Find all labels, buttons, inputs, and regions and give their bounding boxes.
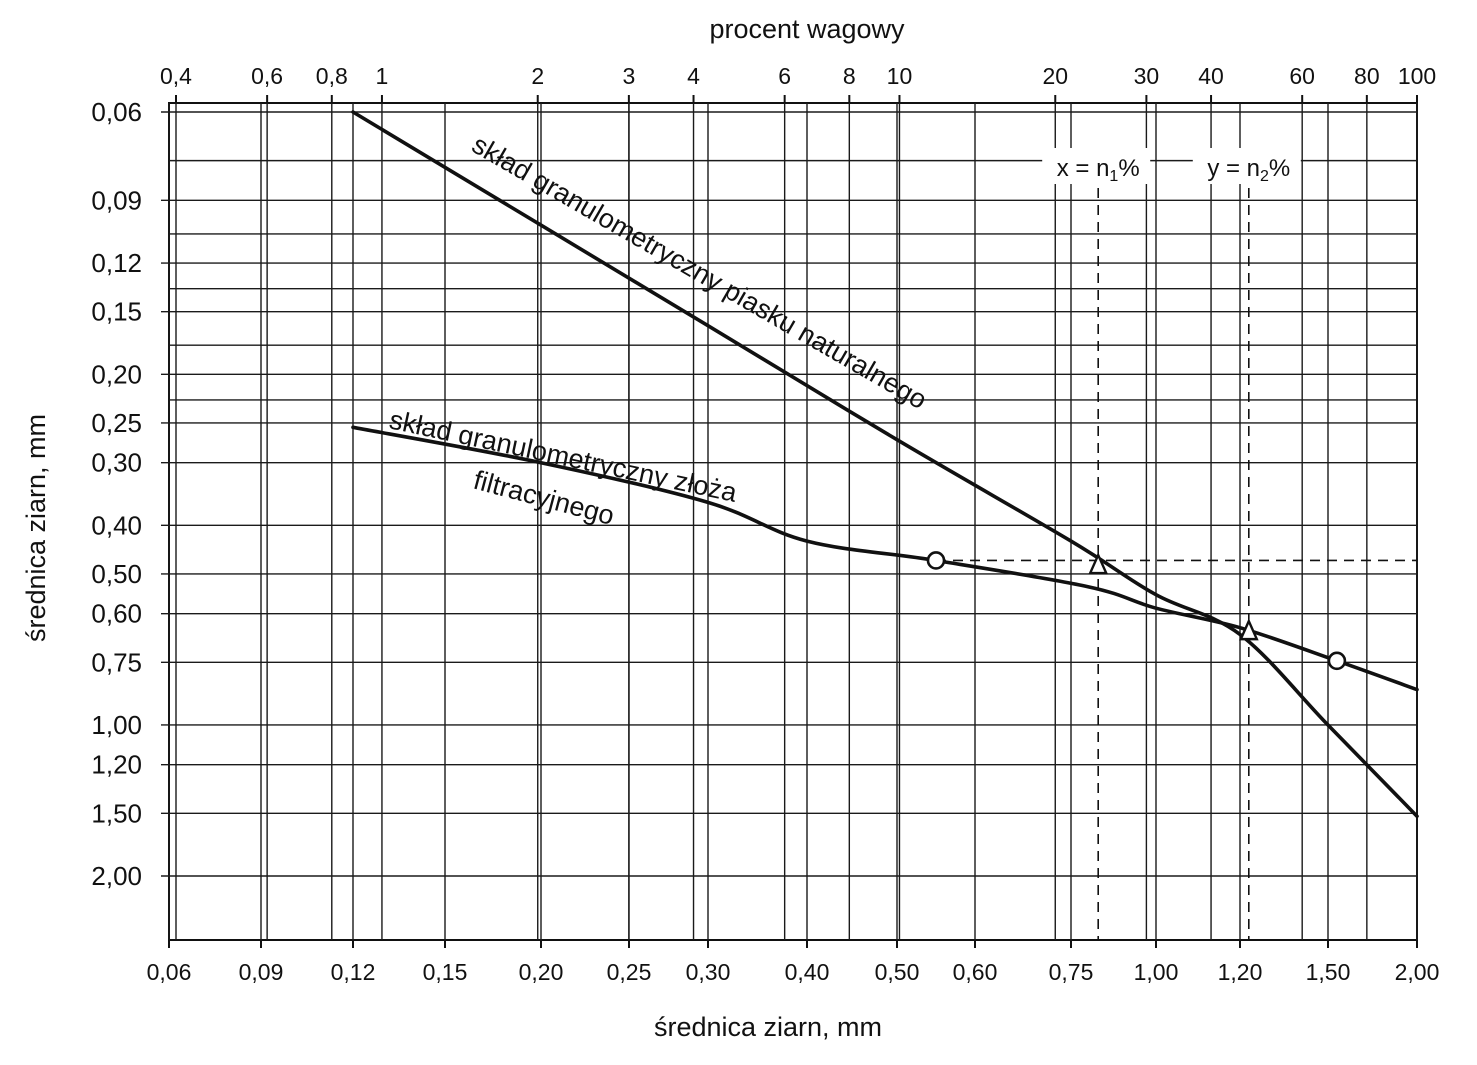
y-tick-label: 0,09 — [91, 185, 142, 215]
x-tick-label: 0,40 — [785, 959, 830, 985]
y-tick-label: 1,50 — [91, 798, 142, 828]
reference-label-bg — [1042, 148, 1151, 184]
top-tick-label: 0,8 — [316, 63, 348, 89]
reference-lines: x = n1% y = n2% — [936, 148, 1417, 940]
top-tick-label: 10 — [887, 63, 913, 89]
top-tick-label: 2 — [531, 63, 544, 89]
top-tick-label: 80 — [1354, 63, 1380, 89]
top-tick-label: 30 — [1134, 63, 1160, 89]
top-tick-label: 6 — [778, 63, 791, 89]
x-axis-title: średnica ziarn, mm — [654, 1012, 882, 1042]
y-tick-label: 0,30 — [91, 448, 142, 478]
x-tick-label: 0,75 — [1049, 959, 1094, 985]
x-tick-label: 1,50 — [1306, 959, 1351, 985]
top-tick-label: 0,6 — [251, 63, 283, 89]
marker-circle — [1327, 651, 1347, 671]
marker-circle — [926, 551, 946, 570]
x-tick-label: 1,20 — [1218, 959, 1263, 985]
x-tick-label: 1,00 — [1134, 959, 1179, 985]
marker-triangle — [1088, 552, 1109, 575]
top-tick-label: 0,4 — [160, 63, 192, 89]
y-tick-label: 1,20 — [91, 750, 142, 780]
curve-label-sand: skład granulometryczny piasku naturalneg… — [467, 129, 932, 415]
reference-line-label: y = n2% — [1207, 155, 1290, 185]
y-tick-label: 0,25 — [91, 408, 142, 438]
top-tick-label: 60 — [1289, 63, 1315, 89]
top-axis-title: procent wagowy — [709, 14, 905, 44]
series-line-sand — [351, 110, 1419, 818]
markers — [926, 551, 1347, 671]
x-tick-label: 0,50 — [875, 959, 920, 985]
top-tick-label: 4 — [687, 63, 700, 89]
x-tick-label: 0,09 — [239, 959, 284, 985]
y-tick-label: 0,15 — [91, 297, 142, 327]
plot-frame — [168, 102, 1418, 941]
x-tick-label: 2,00 — [1395, 959, 1440, 985]
top-tick-label: 100 — [1398, 63, 1436, 89]
top-tick-label: 1 — [376, 63, 389, 89]
y-tick-label: 1,00 — [91, 710, 142, 740]
top-tick-label: 40 — [1198, 63, 1224, 89]
x-tick-label: 0,20 — [519, 959, 564, 985]
x-tick-label: 0,12 — [331, 959, 376, 985]
top-tick-label: 20 — [1042, 63, 1068, 89]
tick-labels: 0,06 0,09 0,12 0,15 0,20 0,25 0,30 0,40 0,50 0,60… — [91, 63, 1439, 985]
reference-line-label: x = n1% — [1057, 155, 1140, 185]
curves — [351, 110, 1419, 818]
y-tick-label: 0,20 — [91, 359, 142, 389]
y-axis-title: średnica ziarn, mm — [21, 414, 51, 642]
y-tick-label: 0,40 — [91, 510, 142, 540]
y-tick-label: 0,75 — [91, 647, 142, 677]
x-tick-label: 0,06 — [147, 959, 192, 985]
x-tick-label: 0,60 — [953, 959, 998, 985]
y-tick-label: 0,12 — [91, 248, 142, 278]
grid — [161, 95, 1418, 948]
y-tick-label: 0,06 — [91, 97, 142, 127]
reference-label-bg — [1192, 148, 1301, 184]
marker-triangle — [1238, 618, 1259, 641]
x-tick-label: 0,25 — [607, 959, 652, 985]
y-tick-label: 0,50 — [91, 559, 142, 589]
y-tick-label: 0,60 — [91, 599, 142, 629]
x-tick-label: 0,30 — [686, 959, 731, 985]
x-tick-label: 0,15 — [423, 959, 468, 985]
top-tick-label: 3 — [622, 63, 635, 89]
top-tick-label: 8 — [843, 63, 856, 89]
y-tick-label: 2,00 — [91, 861, 142, 891]
series-line-filter-bed — [351, 425, 1419, 692]
